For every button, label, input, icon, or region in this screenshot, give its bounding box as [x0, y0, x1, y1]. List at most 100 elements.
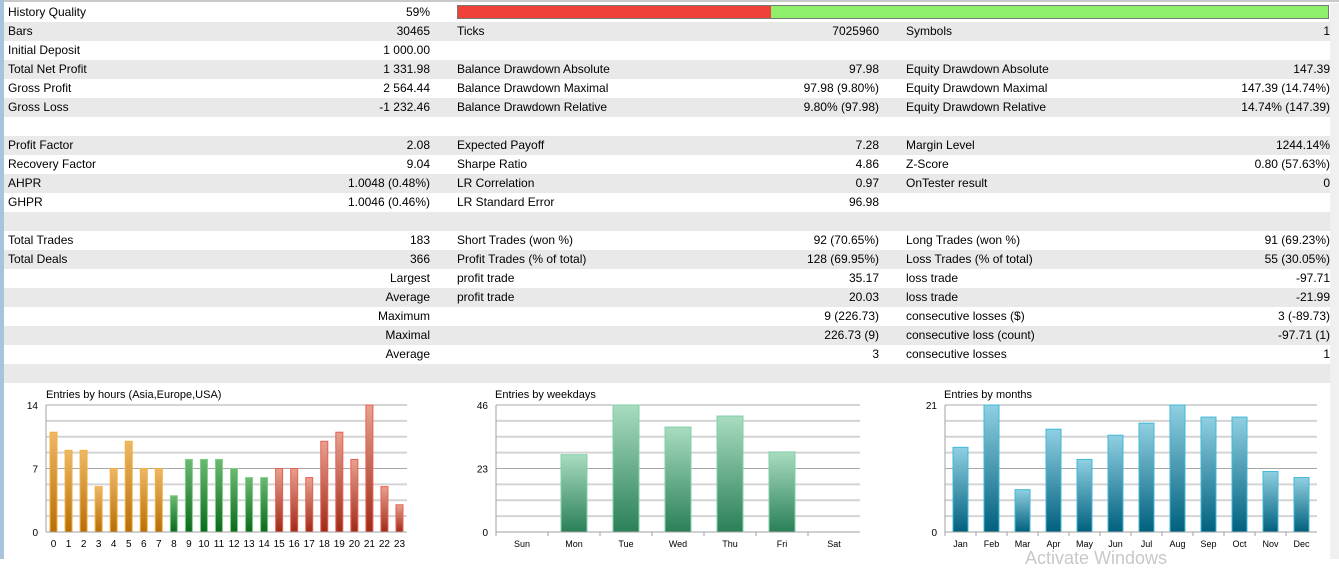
cell-label: Total Net Profit: [8, 62, 87, 76]
vertical-scrollbar[interactable]: [1330, 3, 1339, 559]
cell-value: 2 564.44: [383, 81, 430, 95]
cell-value: 0: [1323, 176, 1330, 190]
cell-value: -97.71 (1): [1277, 328, 1330, 342]
x-tick-label: 13: [244, 539, 256, 550]
cell-value: 9.80% (97.98): [803, 100, 879, 114]
table-row: Initial Deposit 1 000.00: [4, 41, 1330, 60]
cell-value: 366: [409, 252, 430, 266]
bar-16: [290, 468, 299, 533]
cell-value: 3 (-89.73): [1277, 309, 1330, 323]
bar-5: [124, 440, 133, 533]
top-border: [4, 0, 1339, 2]
cell-label: Symbols: [906, 24, 953, 38]
cell-label: Bars: [8, 24, 33, 38]
cell-value: 183: [409, 233, 430, 247]
table-row: AHPR 1.0048 (0.48%) LR Correlation 0.97 OnTe…: [4, 174, 1330, 193]
cell-label: Gross Profit: [8, 81, 72, 95]
cell-label: Equity Drawdown Absolute: [906, 62, 1049, 76]
cell-label: AHPR: [8, 176, 42, 190]
x-tick-label: 17: [304, 539, 316, 550]
cell-value: 1: [1323, 24, 1330, 38]
bar-8: [169, 495, 178, 533]
history-quality-value: 59%: [405, 5, 430, 19]
x-tick-label: Nov: [1262, 539, 1279, 549]
x-tick-label: 12: [228, 539, 240, 550]
bar-Jun: [1107, 434, 1124, 533]
cell-label: Profit Trades (% of total): [457, 252, 587, 266]
chart-title: Entries by hours (Asia,Europe,USA): [46, 389, 222, 401]
history-quality-bar-red: [458, 6, 772, 18]
cell-value: Maximum: [377, 309, 430, 323]
x-tick-label: Jun: [1108, 539, 1123, 549]
bar-Wed: [664, 426, 692, 533]
bar-20: [350, 458, 359, 533]
bar-3: [94, 486, 103, 533]
x-tick-label: 22: [379, 539, 391, 550]
bar-6: [139, 468, 148, 533]
cell-label: Profit Factor: [8, 138, 74, 152]
cell-label: Expected Payoff: [457, 138, 545, 152]
x-tick-label: 0: [51, 539, 57, 550]
chart-entries-by-weekdays: Entries by weekdays 0 23 46 Sun Mon Tue Wed Thu F…: [450, 385, 890, 559]
bar-9: [184, 458, 193, 533]
table-row: Recovery Factor 9.04 Sharpe Ratio 4.86 Z-Sco…: [4, 155, 1330, 174]
cell-label: loss trade: [906, 271, 959, 285]
x-tick-label: 20: [349, 539, 361, 550]
bar-0: [49, 431, 58, 533]
cell-value: 7.28: [855, 138, 879, 152]
cell-value: 1 331.98: [383, 62, 430, 76]
cell-value: 1.0048 (0.48%): [347, 176, 430, 190]
cell-value: Average: [385, 290, 430, 304]
bar-21: [365, 404, 374, 533]
bar-19: [335, 431, 344, 533]
x-tick-label: Fri: [777, 539, 788, 549]
x-tick-label: 6: [141, 539, 147, 550]
cell-label: Margin Level: [906, 138, 975, 152]
bar-13: [245, 477, 254, 533]
table-row: Maximum 9 (226.73) consecutive losses ($) 3…: [4, 307, 1330, 326]
cell-label: consecutive losses: [906, 347, 1007, 361]
x-tick-label: 10: [198, 539, 210, 550]
bar-Mon: [560, 454, 588, 533]
cell-value: 91 (69.23%): [1264, 233, 1330, 247]
chart-entries-by-hours: Entries by hours (Asia,Europe,USA) 0 7 14 0 1…: [0, 385, 450, 559]
cell-label: Recovery Factor: [8, 157, 97, 171]
cell-label: Sharpe Ratio: [457, 157, 528, 171]
bar-10: [199, 458, 208, 533]
cell-value: 92 (70.65%): [813, 233, 879, 247]
cell-value: 9 (226.73): [824, 309, 879, 323]
bar-7: [154, 468, 163, 533]
cell-value: 97.98: [848, 62, 879, 76]
x-tick-label: 23: [394, 539, 406, 550]
history-quality-row: History Quality 59%: [4, 3, 1330, 22]
cell-label: Balance Drawdown Maximal: [457, 81, 609, 95]
bar-11: [214, 458, 223, 533]
history-quality-label: History Quality: [8, 5, 87, 19]
table-row: Total Deals 366 Profit Trades (% of total)…: [4, 250, 1330, 269]
x-tick-label: Sun: [514, 539, 530, 549]
cell-label: Total Deals: [8, 252, 68, 266]
x-tick-label: Tue: [618, 539, 633, 549]
y-tick-label: 46: [477, 401, 489, 412]
x-tick-label: Feb: [984, 539, 1000, 549]
bar-Jan: [952, 446, 969, 533]
table-row: [4, 364, 1330, 383]
y-tick-label: 0: [32, 528, 38, 539]
cell-value: 0.97: [855, 176, 879, 190]
cell-value: 147.39: [1293, 62, 1330, 76]
cell-label: profit trade: [457, 271, 515, 285]
cell-value: 14.74% (147.39): [1241, 100, 1330, 114]
left-panel-edge: [0, 0, 4, 559]
bar-Thu: [716, 415, 744, 533]
cell-label: Balance Drawdown Absolute: [457, 62, 610, 76]
y-tick-label: 14: [27, 401, 39, 412]
cell-value: Largest: [389, 271, 430, 285]
cell-value: 9.04: [406, 157, 430, 171]
cell-value: 1: [1323, 347, 1330, 361]
bar-Jul: [1138, 422, 1155, 533]
cell-label: consecutive losses ($): [906, 309, 1025, 323]
bar-23: [395, 504, 404, 533]
x-tick-label: Jan: [953, 539, 968, 549]
x-tick-label: 5: [126, 539, 132, 550]
cell-value: Maximal: [385, 328, 430, 342]
